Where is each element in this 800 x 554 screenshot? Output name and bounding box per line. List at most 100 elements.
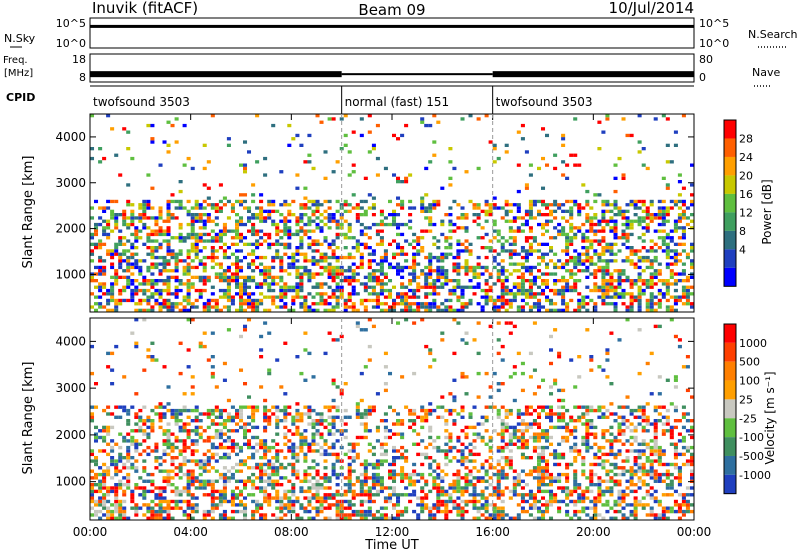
heatmap-cell — [488, 288, 493, 293]
heatmap-cell — [508, 466, 513, 470]
heatmap-cell — [239, 275, 244, 279]
heatmap-cell — [669, 236, 674, 240]
heatmap-cell — [214, 236, 219, 240]
heatmap-cell — [110, 368, 115, 372]
heatmap-cell — [263, 295, 268, 299]
heatmap-cell — [379, 285, 384, 289]
heatmap-cell — [146, 506, 151, 510]
heatmap-cell — [347, 516, 352, 520]
heatmap-cell — [339, 285, 344, 289]
colorbar-segment — [724, 249, 736, 268]
heatmap-cell — [613, 242, 618, 246]
heatmap-cell — [585, 265, 590, 270]
heatmap-cell — [158, 246, 163, 250]
heatmap-cell — [186, 298, 191, 303]
heatmap-cell — [436, 255, 441, 260]
heatmap-cell — [182, 439, 187, 443]
heatmap-cell — [355, 509, 360, 514]
heatmap-cell — [388, 462, 393, 467]
heatmap-cell — [359, 213, 364, 217]
heatmap-cell — [408, 265, 413, 270]
heatmap-cell — [134, 318, 139, 322]
heatmap-cell — [581, 469, 586, 473]
heatmap-cell — [573, 509, 578, 514]
heatmap-cell — [541, 272, 546, 276]
heatmap-cell — [581, 472, 586, 477]
heatmap-cell — [412, 302, 417, 306]
heatmap-cell — [440, 486, 445, 490]
heatmap-cell — [259, 219, 264, 223]
heatmap-cell — [416, 415, 421, 419]
heatmap-cell — [532, 445, 537, 450]
heatmap-cell — [267, 275, 272, 279]
heatmap-cell — [649, 239, 654, 243]
heatmap-cell — [263, 499, 268, 504]
heatmap-cell — [283, 415, 288, 419]
heatmap-cell — [178, 232, 183, 237]
heatmap-cell — [657, 246, 662, 250]
heatmap-cell — [299, 305, 304, 309]
heatmap-cell — [311, 435, 316, 440]
heatmap-cell — [275, 295, 280, 299]
heatmap-cell — [186, 459, 191, 463]
heatmap-cell — [351, 469, 356, 473]
heatmap-cell — [299, 302, 304, 306]
heatmap-cell — [396, 196, 401, 200]
heatmap-cell — [194, 449, 199, 453]
heatmap-cell — [553, 226, 558, 230]
heatmap-cell — [271, 445, 276, 450]
heatmap-cell — [287, 236, 292, 240]
heatmap-cell — [291, 298, 296, 303]
heatmap-cell — [625, 216, 630, 220]
heatmap-cell — [500, 242, 505, 246]
heatmap-cell — [194, 203, 199, 207]
heatmap-cell — [408, 219, 413, 223]
heatmap-cell — [186, 265, 191, 270]
heatmap-cell — [613, 213, 618, 217]
heatmap-cell — [532, 432, 537, 436]
heatmap-cell — [303, 232, 308, 237]
heatmap-cell — [408, 419, 413, 423]
heatmap-cell — [367, 412, 372, 416]
heatmap-cell — [569, 255, 574, 260]
heatmap-cell — [452, 288, 457, 293]
heatmap-cell — [331, 338, 336, 342]
heatmap-cell — [500, 493, 505, 497]
heatmap-cell — [283, 489, 288, 494]
heatmap-cell — [383, 435, 388, 440]
heatmap-cell — [303, 456, 308, 460]
heatmap-cell — [319, 476, 324, 480]
heatmap-cell — [444, 503, 449, 507]
heatmap-cell — [388, 222, 393, 227]
heatmap-cell — [130, 298, 135, 303]
heatmap-cell — [573, 435, 578, 440]
heatmap-cell — [416, 472, 421, 477]
heatmap-cell — [379, 236, 384, 240]
heatmap-cell — [154, 466, 159, 470]
heatmap-cell — [520, 456, 525, 460]
heatmap-cell — [553, 199, 558, 204]
heatmap-cell — [573, 249, 578, 253]
heatmap-cell — [460, 499, 465, 504]
heatmap-cell — [681, 262, 686, 266]
heatmap-cell — [114, 442, 119, 446]
heatmap-cell — [553, 479, 558, 483]
heatmap-cell — [641, 255, 646, 260]
heatmap-cell — [428, 442, 433, 446]
heatmap-cell — [512, 486, 517, 490]
heatmap-cell — [516, 216, 521, 220]
heatmap-cell — [593, 252, 598, 256]
heatmap-cell — [537, 262, 542, 266]
heatmap-cell — [178, 222, 183, 227]
heatmap-cell — [464, 425, 469, 430]
heatmap-cell — [577, 298, 582, 303]
heatmap-cell — [102, 506, 107, 510]
heatmap-cell — [472, 292, 477, 296]
heatmap-cell — [243, 435, 248, 440]
heatmap-cell — [339, 334, 344, 339]
heatmap-cell — [528, 422, 533, 426]
heatmap-cell — [170, 469, 175, 473]
heatmap-cell — [279, 242, 284, 246]
heatmap-cell — [271, 282, 276, 286]
heatmap-cell — [541, 279, 546, 283]
